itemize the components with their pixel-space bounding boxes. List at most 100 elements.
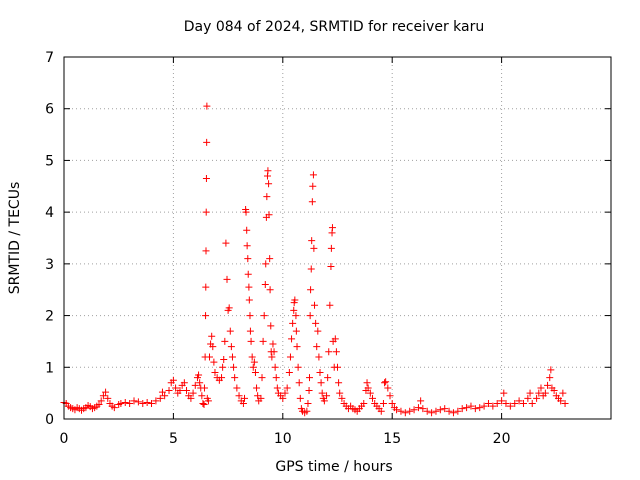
y-tick-label: 5 xyxy=(45,153,54,169)
data-point xyxy=(158,388,166,396)
data-point xyxy=(547,366,555,374)
data-point xyxy=(327,262,335,270)
data-point xyxy=(265,211,273,219)
plot-frame xyxy=(63,56,612,420)
data-point xyxy=(272,374,280,382)
data-point xyxy=(204,397,212,405)
data-point xyxy=(97,397,105,405)
data-point xyxy=(245,283,253,291)
data-point xyxy=(307,265,315,273)
data-point xyxy=(498,397,506,405)
data-point xyxy=(99,392,107,400)
data-point xyxy=(243,226,251,234)
data-point xyxy=(165,387,173,395)
data-point xyxy=(293,343,301,351)
data-point xyxy=(266,255,274,263)
data-point xyxy=(289,319,297,327)
y-tick-label: 2 xyxy=(45,309,54,325)
data-point xyxy=(535,389,543,397)
data-point xyxy=(480,402,488,410)
data-point xyxy=(244,270,252,278)
data-point xyxy=(314,327,322,335)
data-point xyxy=(262,260,270,268)
data-point xyxy=(222,239,230,247)
data-point xyxy=(304,399,312,407)
data-point xyxy=(286,353,294,361)
data-point xyxy=(305,374,313,382)
data-point xyxy=(537,384,545,392)
data-point xyxy=(360,399,368,407)
x-tick-label: 15 xyxy=(383,431,401,447)
data-point xyxy=(419,405,427,413)
data-point xyxy=(428,409,436,417)
axis-ticks: 0 5 10 15 20 0 1 2 3 4 5 6 7 xyxy=(45,50,611,447)
data-point xyxy=(264,167,272,175)
data-point xyxy=(290,306,298,314)
data-point xyxy=(242,208,250,216)
data-point xyxy=(338,394,346,402)
data-point xyxy=(95,401,103,409)
data-point xyxy=(449,409,457,417)
data-point xyxy=(436,406,444,414)
data-point xyxy=(417,397,425,405)
data-point xyxy=(279,394,287,402)
data-point xyxy=(386,392,394,400)
data-point xyxy=(198,392,206,400)
data-point xyxy=(202,208,210,216)
data-point xyxy=(223,275,231,283)
data-point xyxy=(511,399,519,407)
x-tick-label: 20 xyxy=(493,431,511,447)
data-point xyxy=(366,389,374,397)
data-point xyxy=(218,374,226,382)
data-point xyxy=(309,182,317,190)
data-point xyxy=(273,384,281,392)
data-point xyxy=(228,353,236,361)
x-tick-label: 0 xyxy=(60,431,69,447)
data-point xyxy=(432,407,440,415)
data-point xyxy=(257,394,265,402)
data-point xyxy=(458,405,466,413)
data-point xyxy=(226,327,234,335)
data-point xyxy=(260,312,268,320)
data-point xyxy=(292,312,300,320)
data-point xyxy=(235,392,243,400)
data-point xyxy=(318,389,326,397)
data-point xyxy=(550,387,558,395)
data-point xyxy=(397,407,405,415)
y-tick-label: 6 xyxy=(45,102,54,118)
data-point xyxy=(267,322,275,330)
data-point xyxy=(246,327,254,335)
data-point xyxy=(249,363,257,371)
data-point xyxy=(266,286,274,294)
data-point xyxy=(220,356,228,364)
data-point xyxy=(259,337,267,345)
data-point xyxy=(524,394,532,402)
data-point xyxy=(239,399,247,407)
x-tick-label: 5 xyxy=(169,431,178,447)
data-point xyxy=(200,384,208,392)
chart-title: Day 084 of 2024, SRMTID for receiver kar… xyxy=(184,19,484,35)
data-point xyxy=(327,244,335,252)
data-point xyxy=(139,399,147,407)
data-point xyxy=(245,296,253,304)
x-tick-label: 10 xyxy=(274,431,292,447)
data-point xyxy=(269,340,277,348)
data-point xyxy=(233,384,241,392)
data-point xyxy=(121,398,129,406)
data-point xyxy=(196,379,204,387)
data-point xyxy=(500,389,508,397)
y-axis-label: SRMTID / TECUs xyxy=(7,182,23,295)
data-point xyxy=(445,407,453,415)
data-point xyxy=(202,312,210,320)
data-point xyxy=(393,406,401,414)
data-point xyxy=(309,171,317,179)
data-point xyxy=(295,379,303,387)
data-point xyxy=(261,281,269,289)
data-point xyxy=(471,405,479,413)
data-point xyxy=(406,407,414,415)
y-tick-label: 1 xyxy=(45,360,54,376)
data-point xyxy=(203,102,211,110)
data-point xyxy=(561,399,569,407)
data-point xyxy=(388,399,396,407)
y-tick-label: 0 xyxy=(45,412,54,428)
